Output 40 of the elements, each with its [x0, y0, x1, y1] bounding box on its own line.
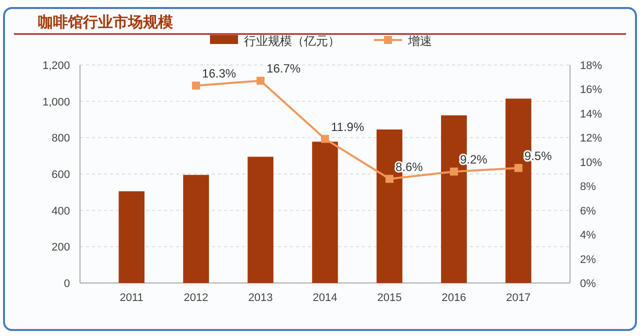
bar [183, 174, 209, 283]
y2-tick-label: 16% [580, 84, 602, 96]
x-tick-label: 2014 [312, 292, 338, 304]
y2-tick-label: 10% [580, 156, 602, 169]
data-label: 11.9% [331, 120, 364, 134]
y2-tick-label: 2% [580, 254, 596, 266]
y-tick-label: 800 [52, 132, 70, 145]
legend-label: 增速 [407, 34, 432, 48]
y-tick-label: 0 [64, 278, 70, 290]
y2-tick-label: 6% [580, 205, 596, 218]
x-tick-label: 2016 [442, 292, 466, 304]
x-tick-label: 2011 [120, 292, 144, 304]
data-label: 16.7% [266, 62, 301, 76]
x-tick-label: 2015 [377, 292, 402, 304]
point [514, 164, 522, 172]
point [256, 76, 265, 85]
data-label: 16.3% [202, 66, 236, 81]
y2-tick-label: 18% [580, 60, 602, 72]
y-tick-label: 400 [52, 205, 70, 218]
point [450, 168, 458, 176]
point [385, 174, 394, 183]
x-tick-label: 2012 [184, 292, 208, 304]
x-tick-label: 2013 [248, 292, 273, 304]
bar [118, 191, 144, 283]
x-tick-label: 2017 [506, 292, 531, 304]
y2-tick-label: 14% [580, 108, 602, 120]
bar [312, 142, 338, 283]
y-tick-label: 200 [52, 242, 70, 254]
y-tick-label: 1,200 [42, 60, 70, 72]
point [321, 134, 329, 143]
y-tick-label: 600 [52, 169, 70, 181]
chart-title: 咖啡馆行业市场规模 [38, 13, 174, 31]
bar [248, 156, 274, 283]
point [192, 82, 200, 90]
y2-tick-label: 12% [580, 132, 602, 145]
y2-tick-label: 4% [580, 230, 596, 242]
legend-label: 行业规模（亿元） [244, 34, 340, 48]
y2-tick-label: 8% [580, 181, 596, 194]
y2-tick-label: 0% [580, 278, 596, 290]
y-tick-label: 1,000 [42, 96, 70, 108]
